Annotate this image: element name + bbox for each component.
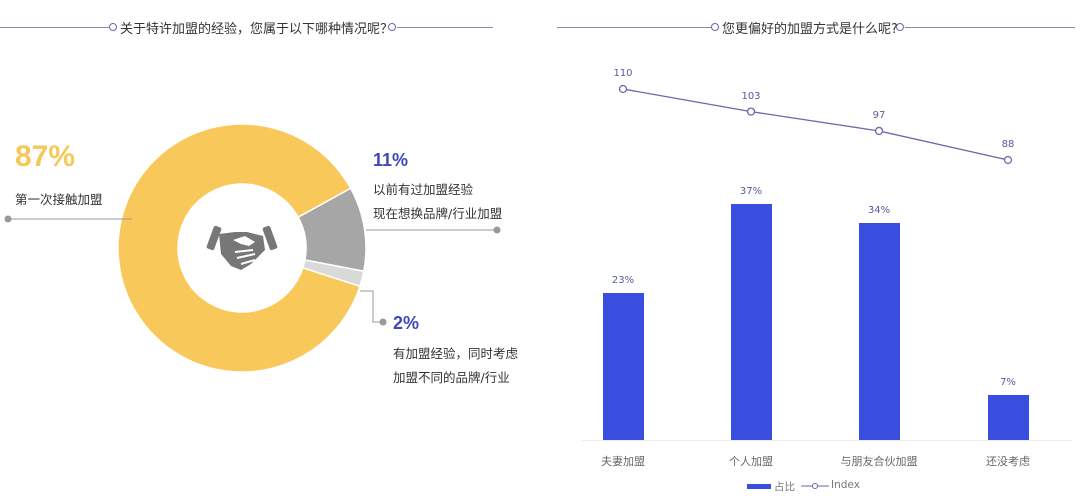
bar-value-label: 7%: [1000, 377, 1016, 389]
bar-value-label: 34%: [867, 205, 891, 217]
title-ring-left: [109, 23, 117, 31]
segment-desc-2-line1: 有加盟经验，同时考虑: [393, 346, 519, 361]
index-value-label: 103: [741, 90, 761, 102]
index-value-label: 88: [1001, 139, 1015, 150]
segment-pct-11: 11%: [373, 150, 409, 170]
category-label: 与朋友合伙加盟: [840, 455, 918, 468]
index-point: [1003, 155, 1013, 165]
index-point: [874, 126, 884, 136]
legend-line-label: Index: [831, 479, 860, 491]
bar-value-label: 23%: [611, 275, 635, 287]
leader-line-2: [360, 290, 383, 323]
title-rule-left: [0, 27, 110, 28]
segment-pct-87: 87%: [15, 140, 76, 173]
category-label: 夫妻加盟: [601, 455, 645, 468]
legend-bar-swatch: [747, 484, 771, 489]
segment-desc-11-line2: 现在想换品牌/行业加盟: [373, 206, 503, 221]
bar-value-label: 37%: [739, 186, 763, 197]
category-label: 还没考虑: [986, 455, 1030, 468]
title-rule-right: [905, 27, 1075, 28]
index-value-label: 97: [872, 109, 886, 121]
right-chart-title: 您更偏好的加盟方式是什么呢?: [722, 22, 898, 37]
left-chart-title: 关于特许加盟的经验，您属于以下哪种情况呢？: [120, 22, 394, 37]
category-label: 个人加盟: [729, 455, 773, 468]
title-ring-right: [388, 23, 396, 31]
segment-pct-2: 2%: [393, 313, 420, 333]
segment-desc-87: 第一次接触加盟: [15, 192, 103, 207]
title-ring-right: [896, 23, 904, 31]
title-rule-left: [557, 27, 713, 28]
bar: [987, 395, 1029, 440]
donut-segment: [117, 123, 361, 373]
bar: [602, 293, 644, 440]
bar: [730, 204, 772, 440]
title-ring-left: [711, 23, 719, 31]
title-rule-right: [397, 27, 493, 28]
legend-bar-label: 占比: [774, 481, 795, 493]
index-point: [746, 107, 756, 116]
handshake-icon: [206, 225, 278, 270]
segment-desc-11-line1: 以前有过加盟经验: [373, 182, 474, 197]
segment-desc-2-line2: 加盟不同的品牌/行业: [393, 370, 510, 385]
donut-chart: [4, 123, 501, 373]
legend-line-swatch: [801, 483, 829, 489]
index-point: [618, 84, 628, 94]
index-value-label: 110: [613, 68, 633, 79]
bar: [858, 223, 900, 440]
x-axis-line: [582, 440, 1072, 441]
